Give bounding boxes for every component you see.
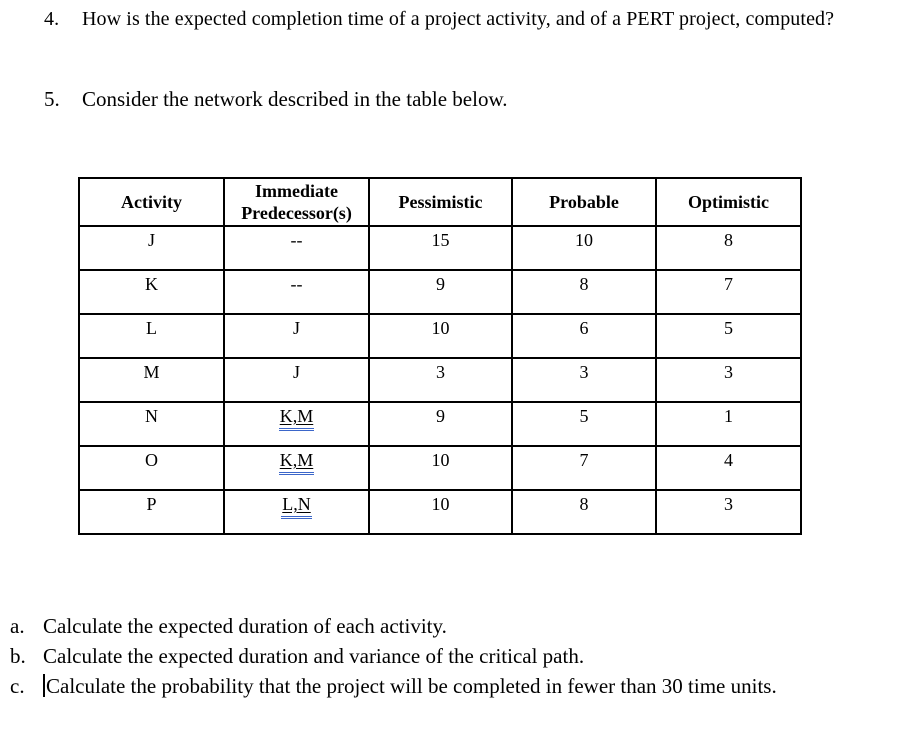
table-row: O K,M 10 7 4 [78, 445, 802, 491]
predecessor-cell: -- [223, 269, 370, 315]
table-row: N K,M 9 5 1 [78, 401, 802, 447]
subquestion-a-text: Calculate the expected duration of each … [43, 614, 447, 638]
predecessor-cell: K,M [223, 401, 370, 447]
question-5-text: Consider the network described in the ta… [82, 87, 508, 111]
predecessor-cell: -- [223, 225, 370, 271]
optimistic-cell: 4 [655, 445, 802, 491]
table-row: P L,N 10 8 3 [78, 489, 802, 535]
subquestion-b-letter: b. [10, 644, 26, 668]
activity-cell: J [78, 225, 225, 271]
question-5: 5. Consider the network described in the … [44, 87, 508, 112]
predecessor-value: J [292, 362, 300, 382]
col-header-predecessor: Immediate Predecessor(s) [223, 177, 370, 227]
activity-cell: M [78, 357, 225, 403]
predecessor-value-grammar-flagged: K,M [278, 406, 315, 431]
predecessor-cell: K,M [223, 445, 370, 491]
table-header-row: Activity Immediate Predecessor(s) Pessim… [78, 177, 802, 227]
pessimistic-cell: 3 [368, 357, 513, 403]
optimistic-cell: 3 [655, 489, 802, 535]
subquestion-a: a. Calculate the expected duration of eac… [10, 614, 447, 639]
question-4-text: How is the expected completion time of a… [82, 8, 835, 30]
probable-cell: 7 [511, 445, 657, 491]
col-header-optimistic: Optimistic [655, 177, 802, 227]
col-header-pessimistic: Pessimistic [368, 177, 513, 227]
pessimistic-cell: 10 [368, 313, 513, 359]
predecessor-value: J [292, 318, 300, 338]
optimistic-cell: 8 [655, 225, 802, 271]
question-5-number: 5. [44, 87, 60, 111]
subquestion-c: c. Calculate the probability that the pro… [10, 674, 777, 699]
activity-cell: P [78, 489, 225, 535]
pessimistic-cell: 9 [368, 401, 513, 447]
question-4-number: 4. [44, 8, 60, 30]
table-row: K -- 9 8 7 [78, 269, 802, 315]
probable-cell: 8 [511, 269, 657, 315]
predecessor-value: -- [290, 274, 303, 294]
optimistic-cell: 1 [655, 401, 802, 447]
probable-cell: 8 [511, 489, 657, 535]
predecessor-value-grammar-flagged: K,M [278, 450, 315, 475]
table-row: J -- 15 10 8 [78, 225, 802, 271]
pert-activity-table: Activity Immediate Predecessor(s) Pessim… [78, 177, 802, 535]
pessimistic-cell: 15 [368, 225, 513, 271]
pessimistic-cell: 10 [368, 489, 513, 535]
subquestion-b: b. Calculate the expected duration and va… [10, 644, 584, 669]
probable-cell: 10 [511, 225, 657, 271]
pessimistic-cell: 9 [368, 269, 513, 315]
col-header-probable: Probable [511, 177, 657, 227]
activity-cell: N [78, 401, 225, 447]
predecessor-value: -- [290, 230, 303, 250]
pessimistic-cell: 10 [368, 445, 513, 491]
activity-cell: O [78, 445, 225, 491]
predecessor-cell: J [223, 357, 370, 403]
probable-cell: 6 [511, 313, 657, 359]
optimistic-cell: 3 [655, 357, 802, 403]
text-cursor [43, 674, 45, 697]
optimistic-cell: 7 [655, 269, 802, 315]
table-row: L J 10 6 5 [78, 313, 802, 359]
question-4: 4. How is the expected completion time of… [44, 8, 834, 31]
optimistic-cell: 5 [655, 313, 802, 359]
activity-cell: K [78, 269, 225, 315]
subquestion-a-letter: a. [10, 614, 25, 638]
subquestion-c-letter: c. [10, 674, 25, 698]
probable-cell: 5 [511, 401, 657, 447]
subquestion-b-text: Calculate the expected duration and vari… [43, 644, 585, 668]
predecessor-cell: L,N [223, 489, 370, 535]
col-header-activity: Activity [78, 177, 225, 227]
table-row: M J 3 3 3 [78, 357, 802, 403]
subquestion-c-text: Calculate the probability that the proje… [46, 674, 777, 698]
predecessor-value-grammar-flagged: L,N [281, 494, 312, 519]
activity-cell: L [78, 313, 225, 359]
predecessor-cell: J [223, 313, 370, 359]
probable-cell: 3 [511, 357, 657, 403]
